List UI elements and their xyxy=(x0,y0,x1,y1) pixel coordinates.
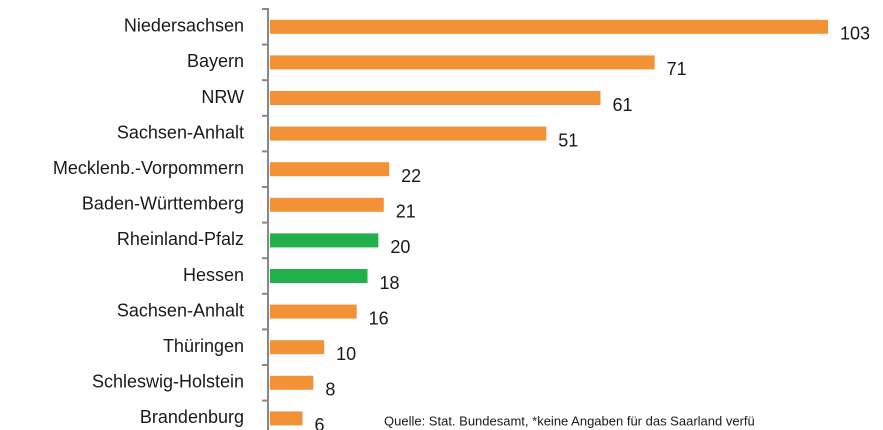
category-label: Brandenburg xyxy=(140,407,244,427)
value-label: 71 xyxy=(667,59,687,79)
value-label: 103 xyxy=(840,24,870,44)
bar xyxy=(270,19,828,34)
bar xyxy=(270,411,303,426)
value-label: 22 xyxy=(401,166,421,186)
bar xyxy=(270,340,325,355)
category-label: Sachsen-Anhalt xyxy=(117,122,244,142)
value-label: 21 xyxy=(396,202,416,222)
category-label: Thüringen xyxy=(163,336,244,356)
category-label: Rheinland-Pfalz xyxy=(117,229,244,249)
category-label: Mecklenb.-Vorpommern xyxy=(53,158,244,178)
value-label: 18 xyxy=(380,273,400,293)
value-label: 51 xyxy=(558,130,578,150)
category-label: Bayern xyxy=(187,51,244,71)
value-label: 6 xyxy=(315,415,325,430)
category-label: Sachsen-Anhalt xyxy=(117,300,244,320)
category-label: Schleswig-Holstein xyxy=(92,372,244,392)
bar xyxy=(270,162,390,177)
bar xyxy=(270,375,314,390)
value-label: 20 xyxy=(390,237,410,257)
category-label: Hessen xyxy=(183,265,244,285)
category-label: NRW xyxy=(201,87,244,107)
bar xyxy=(270,233,379,248)
source-note: Quelle: Stat. Bundesamt, *keine Angaben … xyxy=(384,413,755,428)
category-label: Niedersachsen xyxy=(124,16,244,36)
bar xyxy=(270,269,368,283)
value-label: 16 xyxy=(369,308,389,328)
bar xyxy=(270,197,384,212)
bar xyxy=(270,126,547,141)
bar xyxy=(270,91,601,105)
value-label: 10 xyxy=(336,344,356,364)
value-label: 61 xyxy=(612,95,632,115)
bar xyxy=(270,55,655,70)
value-label: 8 xyxy=(325,380,335,400)
category-label: Baden-Württemberg xyxy=(82,194,244,214)
bar xyxy=(270,304,357,319)
